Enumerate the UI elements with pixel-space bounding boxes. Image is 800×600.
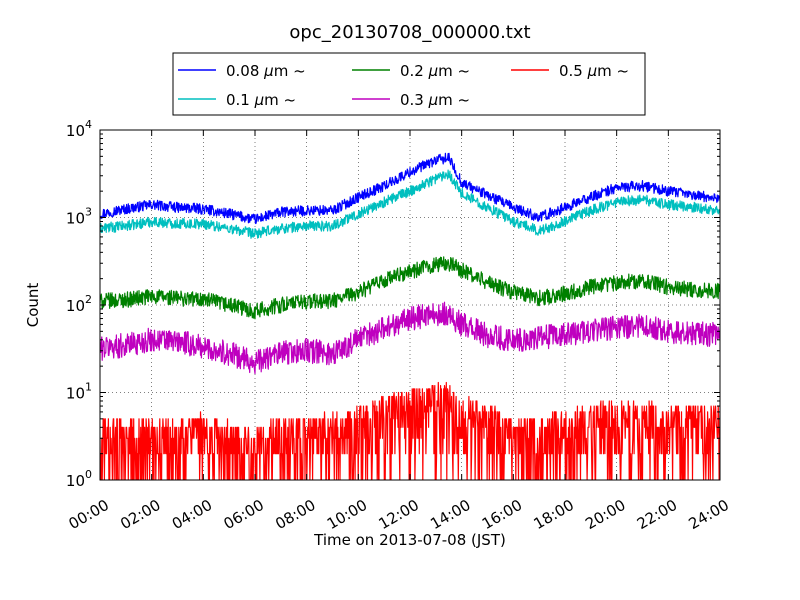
x-axis-label: Time on 2013-07-08 (JST) <box>313 531 506 549</box>
legend-entry: 0.1 μm ~ <box>226 91 296 109</box>
series-line-0_3 <box>100 301 720 375</box>
legend-box <box>172 52 646 116</box>
y-tick-labels: 100 101 102 103 104 <box>66 118 92 490</box>
series-line-0_1 <box>100 169 720 239</box>
chart-title: opc_20130708_000000.txt <box>289 22 530 43</box>
axis-ticks <box>99 129 721 481</box>
y-tick-label: 101 <box>66 381 92 403</box>
y-axis-label: Count <box>24 283 42 328</box>
y-tick-label: 102 <box>66 293 92 315</box>
series-line-0_2 <box>100 256 720 320</box>
y-tick-label: 103 <box>66 206 92 228</box>
y-tick-label: 100 <box>66 468 92 490</box>
gridlines <box>100 130 720 480</box>
legend-entry: 0.08 μm ~ <box>226 62 306 80</box>
legend-entry: 0.5 μm ~ <box>559 62 629 80</box>
series-layer <box>100 152 720 480</box>
legend-entry: 0.2 μm ~ <box>400 62 470 80</box>
y-tick-label: 104 <box>66 118 92 140</box>
series-line-0_08 <box>100 152 720 225</box>
series-line-0_5 <box>100 381 720 480</box>
legend: 0.08 μm ~ 0.1 μm ~ 0.2 μm ~ 0.3 μm ~ 0.5 μm … <box>172 52 646 116</box>
legend-entry: 0.3 μm ~ <box>400 91 470 109</box>
